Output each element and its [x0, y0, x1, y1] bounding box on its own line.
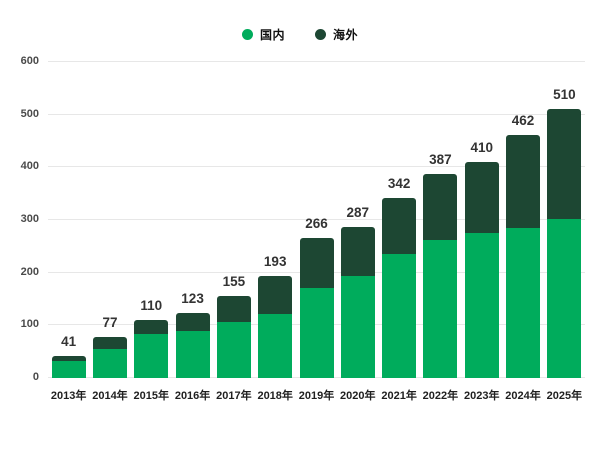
bar-segment-overseas[interactable] [382, 197, 417, 254]
bar-value-label: 123 [181, 291, 204, 307]
bar-value-label: 387 [429, 152, 452, 168]
x-axis-label: 2016年 [174, 390, 211, 402]
x-axis-label: 2017年 [216, 390, 252, 402]
bar-value-label: 193 [263, 254, 287, 270]
bar-segment-domestic[interactable] [258, 313, 293, 378]
bar-segment-domestic[interactable] [464, 233, 499, 378]
bar-2015年[interactable] [134, 320, 169, 378]
x-axis-label: 2015年 [133, 390, 170, 402]
legend-label-domestic: 国内 [259, 28, 285, 42]
bar-value-label: 510 [553, 87, 576, 103]
bar-segment-overseas[interactable] [506, 134, 541, 228]
bar-segment-overseas[interactable] [92, 337, 127, 349]
bar-2025年[interactable] [547, 109, 582, 378]
y-axis-tick-label: 500 [20, 107, 39, 120]
y-axis-tick-label: 200 [20, 265, 39, 278]
bar-segment-overseas[interactable] [216, 296, 251, 323]
bar-segment-overseas[interactable] [175, 313, 210, 332]
bar-2024年[interactable] [506, 134, 541, 378]
bar-value-label: 287 [346, 204, 370, 220]
bar-2021年[interactable] [382, 197, 417, 378]
bar-value-label: 266 [305, 215, 328, 231]
legend-item-domestic[interactable]: 国内 [241, 26, 285, 43]
bar-segment-overseas[interactable] [134, 320, 169, 334]
gridline-500: 500 [21, 108, 585, 120]
bar-segment-overseas[interactable] [51, 356, 86, 361]
bar-segment-domestic[interactable] [92, 348, 127, 378]
bar-2019年[interactable] [299, 237, 334, 378]
bar-2014年[interactable] [92, 337, 127, 378]
bar-2013年[interactable] [51, 356, 86, 378]
bar-segment-domestic[interactable] [547, 219, 582, 378]
bar-2017年[interactable] [216, 296, 251, 378]
bar-value-label: 77 [102, 315, 118, 331]
bar-value-label: 155 [222, 274, 246, 290]
x-axis-label: 2013年 [50, 390, 87, 402]
gridline-400: 400 [21, 160, 585, 172]
x-axis-label: 2021年 [381, 390, 417, 402]
x-axis-label: 2023年 [463, 390, 500, 402]
bar-segment-overseas[interactable] [464, 162, 499, 234]
bar-value-label: 110 [140, 298, 163, 314]
bar-value-label: 342 [387, 175, 411, 191]
y-axis-tick-label: 300 [20, 213, 39, 225]
bar-segment-domestic[interactable] [299, 288, 334, 378]
gridline-300: 300 [21, 213, 585, 225]
legend-item-overseas[interactable]: 海外 [315, 26, 358, 43]
bar-segment-domestic[interactable] [175, 331, 210, 378]
x-axis-label: 2014年 [92, 390, 128, 402]
y-axis-tick-label: 400 [20, 160, 39, 173]
bar-2016年[interactable] [175, 313, 210, 378]
bar-segment-domestic[interactable] [51, 360, 86, 378]
bar-segment-domestic[interactable] [340, 275, 375, 378]
bar-segment-domestic[interactable] [423, 239, 458, 378]
bar-segment-overseas[interactable] [340, 226, 375, 276]
bar-value-label: 41 [61, 334, 77, 350]
x-axis-label: 2025年 [546, 390, 583, 402]
bar-segment-overseas[interactable] [299, 237, 334, 289]
legend: 国内 海外 [0, 26, 600, 43]
bar-2023年[interactable] [464, 162, 499, 378]
y-axis-tick-label: 0 [32, 371, 39, 383]
legend-swatch-domestic [241, 29, 253, 40]
bar-2020年[interactable] [340, 226, 375, 378]
bar-segment-domestic[interactable] [382, 253, 417, 378]
plot-area: 0 100 200 300 400 500 600 41 2013年 77 2014年 110 2015… [21, 55, 585, 402]
bar-segment-overseas[interactable] [258, 276, 293, 314]
x-axis-label: 2018年 [257, 390, 293, 402]
x-axis-label: 2022年 [422, 390, 459, 402]
legend-swatch-overseas [315, 29, 326, 40]
bar-segment-domestic[interactable] [134, 333, 169, 378]
bar-value-label: 462 [511, 112, 535, 128]
bar-segment-overseas[interactable] [423, 174, 458, 240]
y-axis-tick-label: 600 [20, 55, 39, 67]
bar-value-label: 410 [470, 140, 493, 156]
bar-2022年[interactable] [423, 174, 458, 378]
x-axis-label: 2019年 [298, 390, 335, 402]
bar-segment-domestic[interactable] [506, 227, 541, 378]
x-axis-label: 2020年 [340, 390, 376, 402]
bar-segment-domestic[interactable] [216, 322, 251, 378]
x-axis-label: 2024年 [505, 390, 541, 402]
bar-2018年[interactable] [258, 276, 293, 378]
y-axis-tick-label: 100 [20, 318, 39, 331]
gridline-600: 600 [21, 55, 585, 67]
legend-label-overseas: 海外 [333, 28, 359, 42]
bar-segment-overseas[interactable] [547, 109, 582, 220]
